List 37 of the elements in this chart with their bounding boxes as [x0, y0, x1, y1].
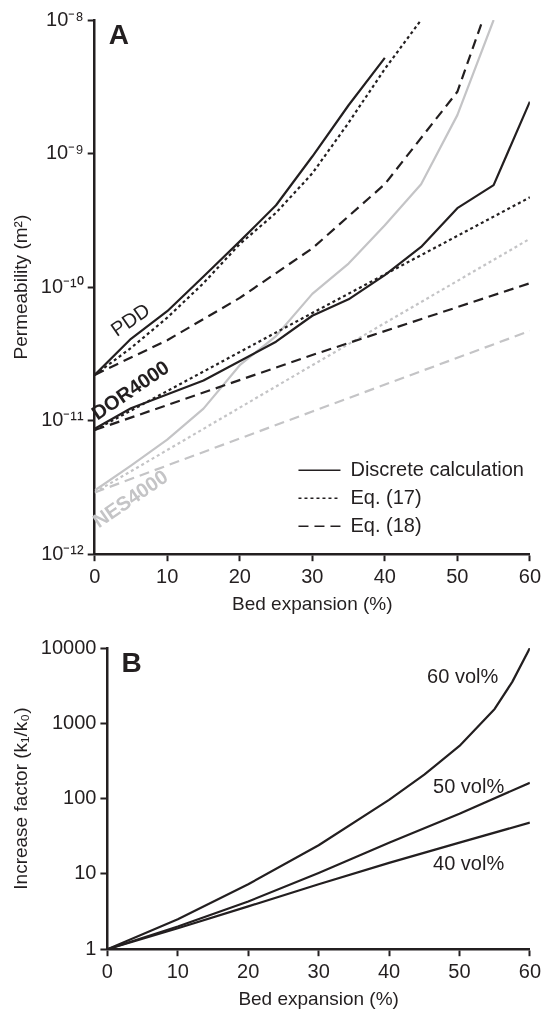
- y-tick-label: 10000: [40, 635, 97, 658]
- x-tick-label: 20: [228, 564, 251, 587]
- y-tick-label: 10⁻¹⁰: [40, 274, 84, 297]
- x-tick-label: 20: [237, 959, 260, 982]
- x-tick-label: 0: [89, 564, 101, 587]
- legend-label: Discrete calculation: [350, 457, 524, 480]
- x-tick-label: 60: [518, 564, 541, 587]
- x-tick-label: 50: [448, 959, 471, 982]
- y-tick-label: 10⁻⁸: [46, 7, 84, 30]
- x-tick-label: 10: [166, 959, 189, 982]
- legend-label: Eq. (18): [350, 513, 422, 536]
- series-label: 40 vol%: [433, 851, 505, 874]
- x-tick-label: 10: [156, 564, 179, 587]
- x-tick-label: 30: [301, 564, 324, 587]
- y-axis-title: Permeability (m²): [9, 214, 31, 360]
- y-tick-label: 10: [74, 861, 97, 884]
- x-tick-label: 30: [307, 959, 330, 982]
- x-axis-title: Bed expansion (%): [238, 987, 399, 1009]
- y-axis-title: Increase factor (k₁/k₀): [9, 707, 31, 890]
- chart-title: B: [121, 646, 142, 678]
- y-tick-label: 10⁻¹¹: [41, 408, 85, 431]
- series-label: 50 vol%: [433, 775, 505, 798]
- x-tick-label: 40: [373, 564, 396, 587]
- series-label: 60 vol%: [427, 665, 499, 688]
- x-tick-label: 50: [446, 564, 469, 587]
- y-tick-label: 1000: [51, 710, 97, 733]
- chart-title: A: [108, 18, 129, 50]
- x-tick-label: 40: [377, 959, 401, 982]
- x-tick-label: 60: [518, 959, 541, 982]
- y-tick-label: 100: [63, 786, 97, 809]
- x-tick-label: 0: [101, 959, 113, 982]
- y-tick-label: 10⁻¹²: [41, 541, 85, 564]
- legend-label: Eq. (17): [350, 485, 422, 508]
- y-tick-label: 1: [85, 936, 97, 959]
- annotation: PDD: [106, 298, 154, 341]
- x-axis-title: Bed expansion (%): [232, 592, 393, 614]
- y-tick-label: 10⁻⁹: [45, 141, 84, 164]
